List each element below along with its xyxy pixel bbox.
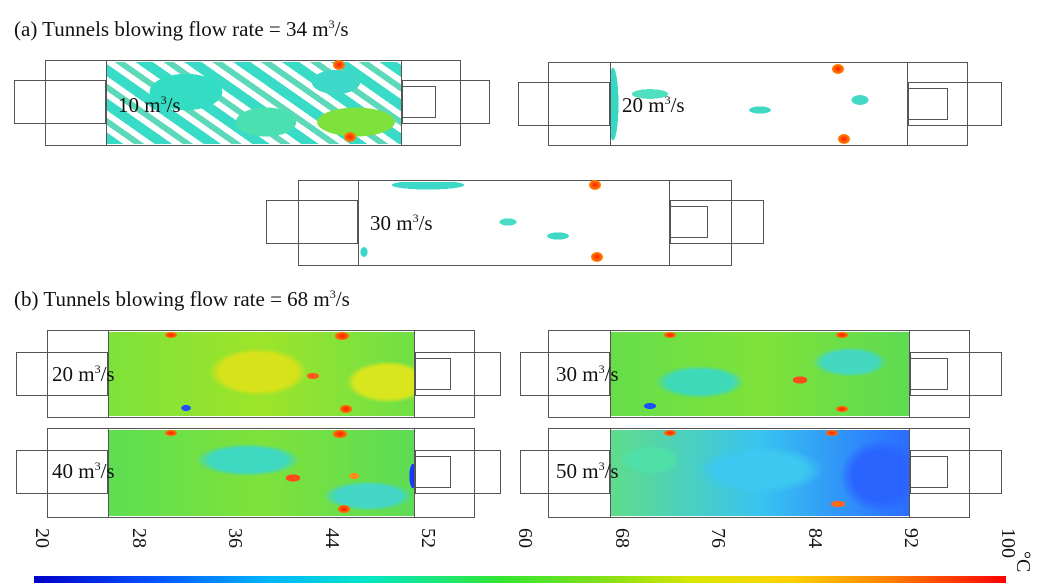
inner-frame [610, 428, 910, 518]
scale-tick-label: 52 [417, 528, 440, 548]
heat-field [108, 430, 415, 516]
left-wing [16, 450, 108, 494]
inner-frame [108, 428, 415, 518]
left-wing [16, 352, 108, 396]
heading-a-prefix: (a) Tunnels blowing flow rate = 34 m [14, 17, 329, 41]
inner-frame [108, 330, 415, 418]
flow-unit: /s [100, 362, 115, 386]
hot-spot [338, 505, 350, 513]
heading-b: (b) Tunnels blowing flow rate = 68 m3/s [14, 286, 350, 312]
heading-a: (a) Tunnels blowing flow rate = 34 m3/s [14, 16, 349, 42]
scale-tick-label: 36 [224, 528, 247, 548]
flow-value: 30 m [370, 211, 413, 235]
flow-unit: /s [418, 211, 433, 235]
flow-sup: 3 [94, 459, 101, 473]
right-door [910, 358, 948, 390]
flow-value: 10 m [118, 93, 161, 117]
scale-tick-label: 28 [127, 528, 150, 548]
flow-label: 30 m3/s [370, 211, 433, 235]
heat-field [610, 430, 910, 516]
flow-label: 40 m3/s [52, 459, 115, 483]
flow-sup: 3 [412, 211, 419, 225]
hot-spot [165, 332, 177, 338]
scale-tick-label: 68 [610, 528, 633, 548]
heading-a-suffix: /s [334, 17, 349, 41]
flow-sup: 3 [94, 362, 101, 376]
flow-value: 40 m [52, 459, 95, 483]
left-wing [14, 80, 106, 124]
temperature-unit: °C [1012, 551, 1034, 573]
right-door [415, 358, 451, 390]
flow-value: 20 m [52, 362, 95, 386]
flow-label: 20 m3/s [52, 362, 115, 386]
flow-value: 20 m [622, 93, 665, 117]
scale-tick-label: 20 [31, 528, 53, 548]
heading-b-sup: 3 [329, 287, 336, 301]
right-door [910, 456, 948, 488]
flow-value: 30 m [556, 362, 599, 386]
right-door [670, 206, 708, 238]
left-wing [520, 450, 610, 494]
left-wing [520, 352, 610, 396]
hot-spot [165, 430, 177, 436]
heat-field [610, 332, 910, 416]
hot-spot [832, 64, 844, 74]
hot-spot [836, 406, 848, 412]
hot-spot [333, 430, 347, 438]
heading-a-sup: 3 [328, 17, 335, 31]
scale-tick-label: 60 [514, 528, 536, 548]
flow-sup: 3 [664, 93, 671, 107]
heat-field [108, 332, 415, 416]
flow-unit: /s [604, 459, 619, 483]
temperature-colorbar [34, 576, 1006, 583]
hot-spot [664, 430, 676, 436]
hot-spot [344, 132, 356, 142]
heat-field [358, 182, 670, 264]
flow-label: 50 m3/s [556, 459, 619, 483]
inner-frame [610, 330, 910, 418]
flow-unit: /s [604, 362, 619, 386]
hot-spot [340, 405, 352, 413]
heat-field [610, 64, 908, 144]
scale-tick-label: 84 [803, 528, 826, 548]
scale-tick-label: 44 [320, 528, 343, 548]
flow-unit: /s [670, 93, 685, 117]
flow-unit: /s [100, 459, 115, 483]
left-wing [518, 82, 610, 126]
hot-spot [838, 134, 850, 144]
inner-frame [358, 180, 670, 266]
inner-frame [610, 62, 908, 146]
heading-b-prefix: (b) Tunnels blowing flow rate = 68 m [14, 287, 330, 311]
temperature-scale-ticks: 20 28 36 44 52 60 68 76 84 92 100 [0, 528, 1059, 572]
right-door [908, 88, 948, 120]
heading-b-suffix: /s [335, 287, 350, 311]
scale-tick-label: 92 [900, 528, 923, 548]
hot-spot [591, 252, 603, 262]
hot-spot [664, 332, 676, 338]
flow-label: 20 m3/s [622, 93, 685, 117]
flow-sup: 3 [598, 459, 605, 473]
heat-field [106, 62, 402, 144]
hot-spot [589, 180, 601, 190]
flow-unit: /s [166, 93, 181, 117]
inner-frame [106, 60, 402, 146]
hot-spot [333, 60, 345, 70]
flow-sup: 3 [598, 362, 605, 376]
right-door [415, 456, 451, 488]
flow-value: 50 m [556, 459, 599, 483]
right-door [402, 86, 436, 118]
flow-label: 30 m3/s [556, 362, 619, 386]
hot-spot [826, 430, 838, 436]
left-wing [266, 200, 358, 244]
hot-spot [335, 332, 349, 340]
hot-spot [836, 332, 848, 338]
scale-tick-label: 76 [707, 528, 730, 548]
flow-sup: 3 [160, 93, 167, 107]
flow-label: 10 m3/s [118, 93, 181, 117]
